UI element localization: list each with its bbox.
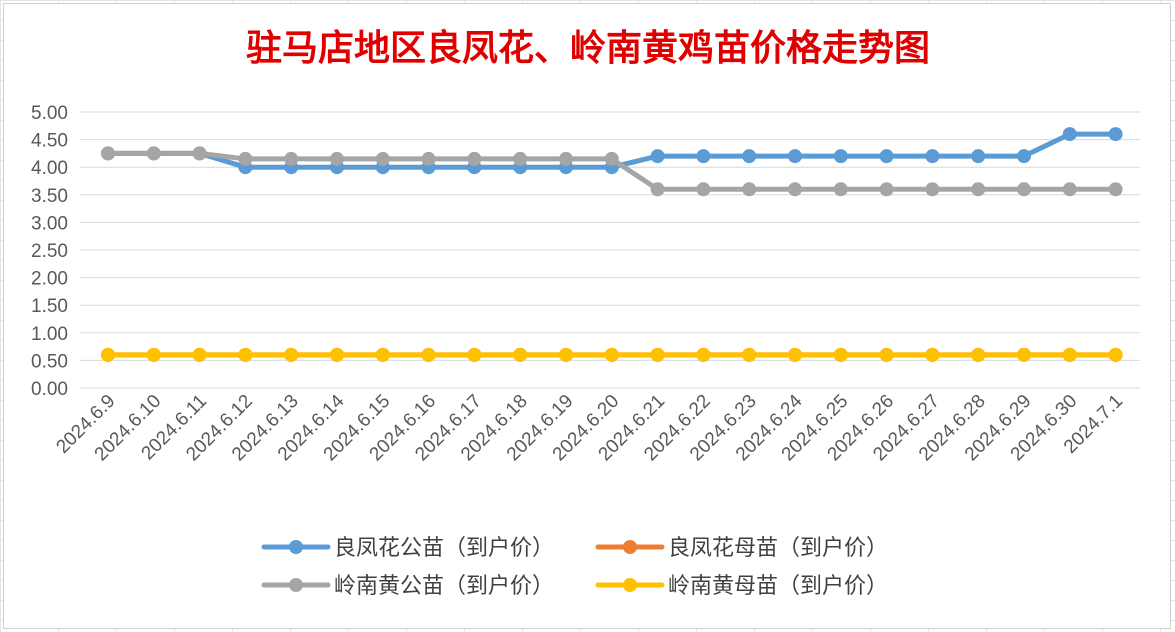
data-point xyxy=(467,151,482,166)
y-tick-label: 5.00 xyxy=(31,103,68,124)
data-point xyxy=(192,347,207,362)
y-tick-label: 2.00 xyxy=(31,269,68,290)
data-point xyxy=(742,347,757,362)
data-point xyxy=(696,182,711,197)
series-1 xyxy=(101,127,1123,175)
chart-area[interactable] xyxy=(3,3,1171,629)
legend-label: 岭南黄母苗（到户价） xyxy=(668,574,888,599)
data-point xyxy=(879,149,894,164)
data-point xyxy=(925,182,940,197)
legend-item: 岭南黄母苗（到户价） xyxy=(595,574,888,599)
data-point xyxy=(1062,182,1077,197)
y-tick-label: 2.50 xyxy=(31,241,68,262)
data-point xyxy=(879,347,894,362)
data-point xyxy=(971,149,986,164)
data-point xyxy=(742,182,757,197)
gridlines xyxy=(80,111,1140,389)
legend: 良凤花公苗（到户价） 良凤花母苗（到户价） 岭南黄公苗（到户价） 岭南黄母苗（到户价） xyxy=(261,536,888,599)
legend-marker xyxy=(289,578,303,592)
data-point xyxy=(1017,182,1031,197)
data-point xyxy=(650,182,665,197)
data-point xyxy=(650,149,665,164)
data-point xyxy=(146,347,161,362)
data-point xyxy=(1108,347,1123,362)
series-group xyxy=(101,127,1123,362)
data-point xyxy=(742,149,757,164)
data-point xyxy=(1062,347,1077,362)
data-point xyxy=(284,151,299,166)
legend-item: 良凤花母苗（到户价） xyxy=(595,536,888,561)
data-point xyxy=(330,347,344,362)
data-point xyxy=(833,182,848,197)
data-point xyxy=(833,347,848,362)
y-axis-ticks: 0.00 0.50 1.00 1.50 2.00 2.50 3.00 3.50 4.00 4.50… xyxy=(31,103,68,400)
legend-label: 良凤花母苗（到户价） xyxy=(668,536,888,561)
legend-marker xyxy=(623,578,637,592)
data-point xyxy=(788,347,802,362)
y-tick-label: 0.50 xyxy=(31,351,68,372)
legend-label: 良凤花公苗（到户价） xyxy=(334,536,554,561)
y-tick-label: 1.00 xyxy=(31,324,68,345)
data-point xyxy=(1108,127,1123,142)
series-3 xyxy=(101,146,1123,197)
data-point xyxy=(788,149,802,164)
data-point xyxy=(971,182,986,197)
data-point xyxy=(238,151,253,166)
data-point xyxy=(513,347,528,362)
data-point xyxy=(559,151,573,166)
y-tick-label: 4.00 xyxy=(31,158,68,179)
data-point xyxy=(925,149,940,164)
data-point xyxy=(971,347,986,362)
data-point xyxy=(788,182,802,197)
data-point xyxy=(1017,347,1031,362)
data-point xyxy=(146,146,161,161)
chart-title: 驻马店地区良凤花、岭南黄鸡苗价格走势图 xyxy=(246,28,930,68)
legend-label: 岭南黄公苗（到户价） xyxy=(334,574,554,599)
data-point xyxy=(375,347,390,362)
data-point xyxy=(101,146,115,161)
data-point xyxy=(421,151,436,166)
y-tick-label: 0.00 xyxy=(31,379,68,400)
data-point xyxy=(238,347,253,362)
legend-marker xyxy=(289,540,303,554)
data-point xyxy=(513,151,528,166)
data-point xyxy=(101,347,115,362)
legend-marker xyxy=(623,540,637,554)
y-tick-label: 3.50 xyxy=(31,186,68,207)
legend-item: 岭南黄公苗（到户价） xyxy=(261,574,554,599)
data-point xyxy=(604,151,619,166)
legend-item: 良凤花公苗（到户价） xyxy=(261,536,554,561)
data-point xyxy=(421,347,436,362)
y-tick-label: 1.50 xyxy=(31,296,68,317)
data-point xyxy=(467,347,482,362)
data-point xyxy=(650,347,665,362)
data-point xyxy=(375,151,390,166)
data-point xyxy=(696,347,711,362)
data-point xyxy=(1062,127,1077,142)
data-point xyxy=(604,347,619,362)
data-point xyxy=(284,347,299,362)
series-4 xyxy=(101,347,1123,362)
data-point xyxy=(1017,149,1031,164)
data-point xyxy=(696,149,711,164)
y-tick-label: 4.50 xyxy=(31,131,68,152)
data-point xyxy=(1108,182,1123,197)
data-point xyxy=(833,149,848,164)
x-axis-ticks: 2024.6.92024.6.102024.6.112024.6.122024.… xyxy=(52,390,1127,465)
y-tick-label: 3.00 xyxy=(31,213,68,234)
data-point xyxy=(330,151,344,166)
data-point xyxy=(192,146,207,161)
data-point xyxy=(879,182,894,197)
data-point xyxy=(925,347,940,362)
data-point xyxy=(559,347,573,362)
